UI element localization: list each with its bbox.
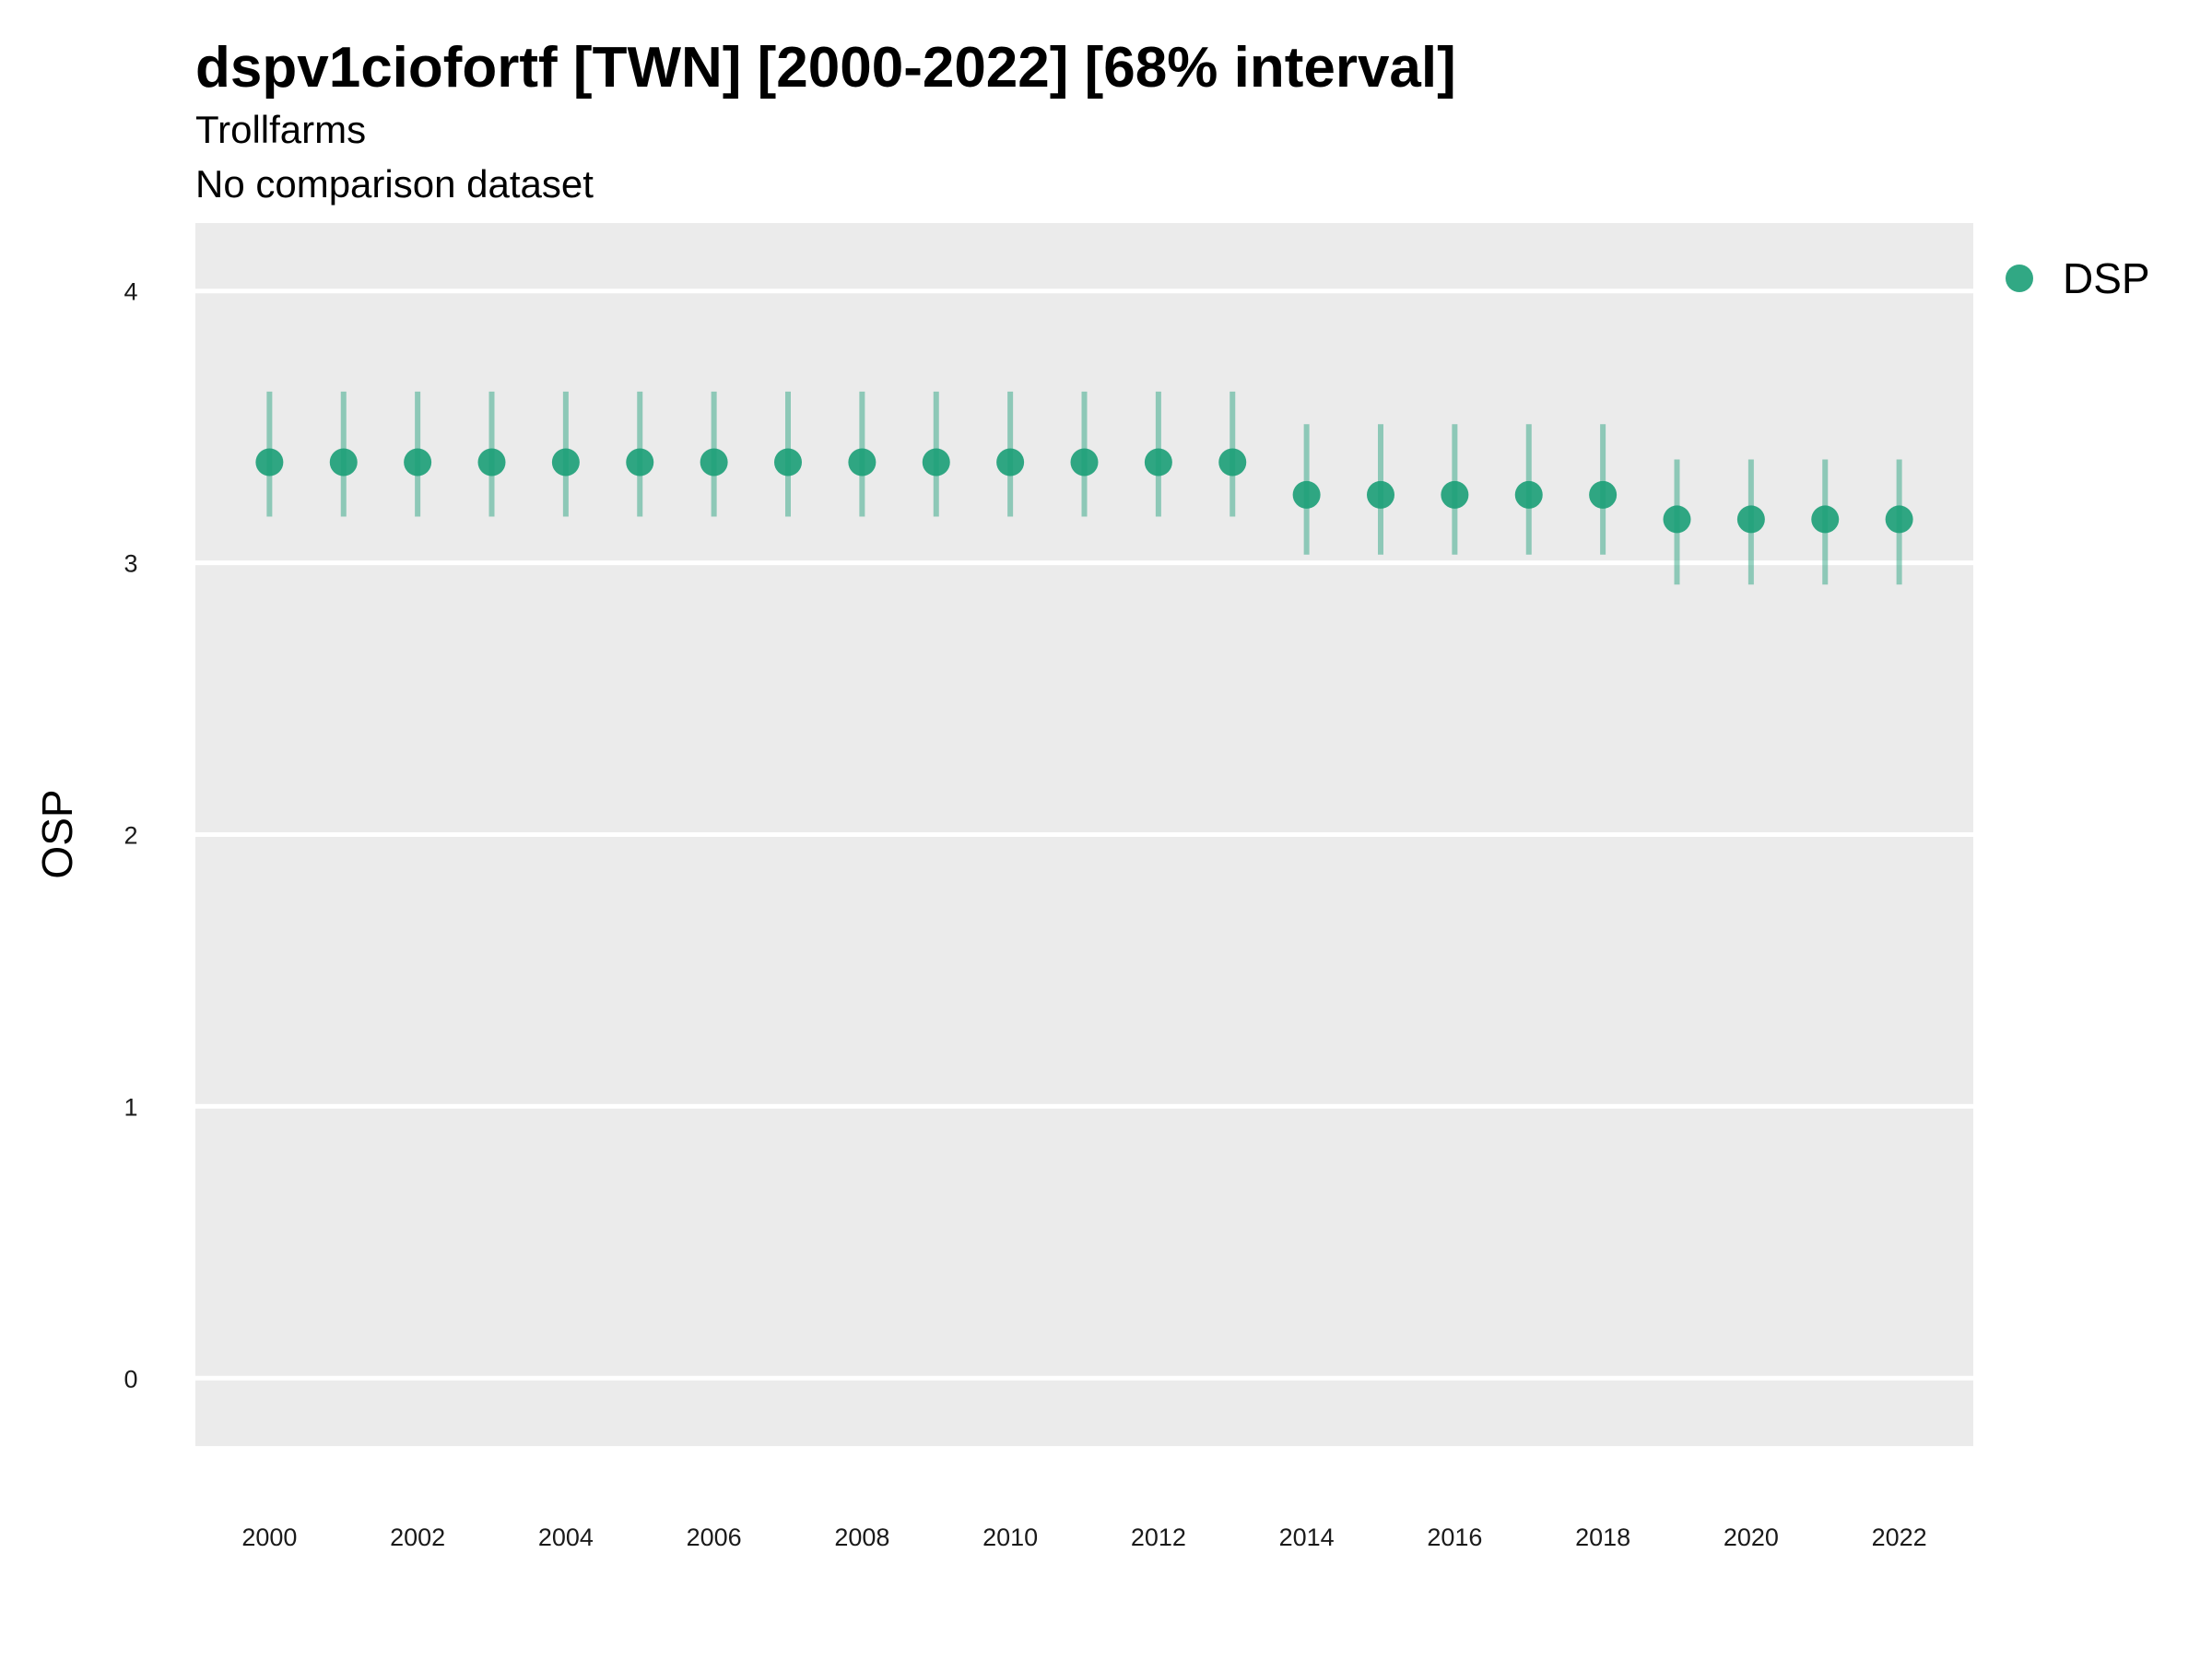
data-point-2011 — [1070, 448, 1099, 477]
x-tick-label-2016: 2016 — [1427, 1524, 1482, 1551]
x-tick-label-2008: 2008 — [834, 1524, 889, 1551]
x-tick-label-2006: 2006 — [687, 1524, 742, 1551]
y-tick-label-3: 3 — [124, 550, 137, 578]
data-point-2009 — [922, 448, 950, 477]
data-point-2013 — [1218, 448, 1247, 477]
data-point-2017 — [1514, 480, 1543, 509]
data-point-2022 — [1885, 505, 1913, 534]
y-tick-label-1: 1 — [124, 1093, 137, 1121]
data-point-2005 — [626, 448, 654, 477]
x-axis-ticks: 2000 2002 2004 2006 2008 2010 2012 2014 2016 2018… — [241, 1524, 1926, 1551]
data-point-2004 — [551, 448, 580, 477]
data-point-2014 — [1292, 480, 1321, 509]
x-tick-label-2010: 2010 — [982, 1524, 1038, 1551]
data-point-2016 — [1441, 480, 1469, 509]
legend-label-dsp: DSP — [2063, 254, 2150, 302]
data-point-2007 — [774, 448, 802, 477]
x-tick-label-2018: 2018 — [1575, 1524, 1630, 1551]
data-point-2003 — [477, 448, 506, 477]
data-point-2008 — [848, 448, 877, 477]
data-point-2020 — [1736, 505, 1765, 534]
x-tick-label-2000: 2000 — [241, 1524, 297, 1551]
x-tick-label-2004: 2004 — [538, 1524, 594, 1551]
y-axis-ticks: 0 1 2 3 4 — [124, 278, 137, 1394]
data-point-2018 — [1589, 480, 1618, 509]
legend: DSP — [2006, 254, 2150, 302]
y-axis-title: OSP — [33, 789, 81, 878]
x-tick-label-2020: 2020 — [1724, 1524, 1779, 1551]
data-point-2015 — [1367, 480, 1394, 509]
data-point-2021 — [1811, 505, 1840, 534]
gridlines — [195, 288, 1973, 1381]
data-point-2012 — [1144, 448, 1172, 477]
data-point-2002 — [404, 448, 432, 477]
x-tick-label-2014: 2014 — [1279, 1524, 1335, 1551]
data-point-2001 — [329, 448, 358, 477]
data-point-2006 — [700, 448, 728, 477]
data-point-2000 — [255, 448, 284, 477]
data-point-2019 — [1663, 505, 1691, 534]
chart-title: dspv1ciofortf [TWN] [2000-2022] [68% int… — [195, 36, 1456, 100]
x-tick-label-2002: 2002 — [390, 1524, 445, 1551]
data-points — [255, 448, 1913, 534]
x-tick-label-2012: 2012 — [1131, 1524, 1186, 1551]
y-tick-label-4: 4 — [124, 278, 137, 306]
x-tick-label-2022: 2022 — [1872, 1524, 1927, 1551]
y-tick-label-2: 2 — [124, 822, 137, 850]
legend-key-dsp — [2006, 265, 2033, 292]
chart-caption-line: No comparison dataset — [195, 162, 594, 206]
y-tick-label-0: 0 — [124, 1365, 137, 1393]
data-point-2010 — [996, 448, 1025, 477]
chart-subtitle: Trollfarms — [195, 108, 366, 151]
